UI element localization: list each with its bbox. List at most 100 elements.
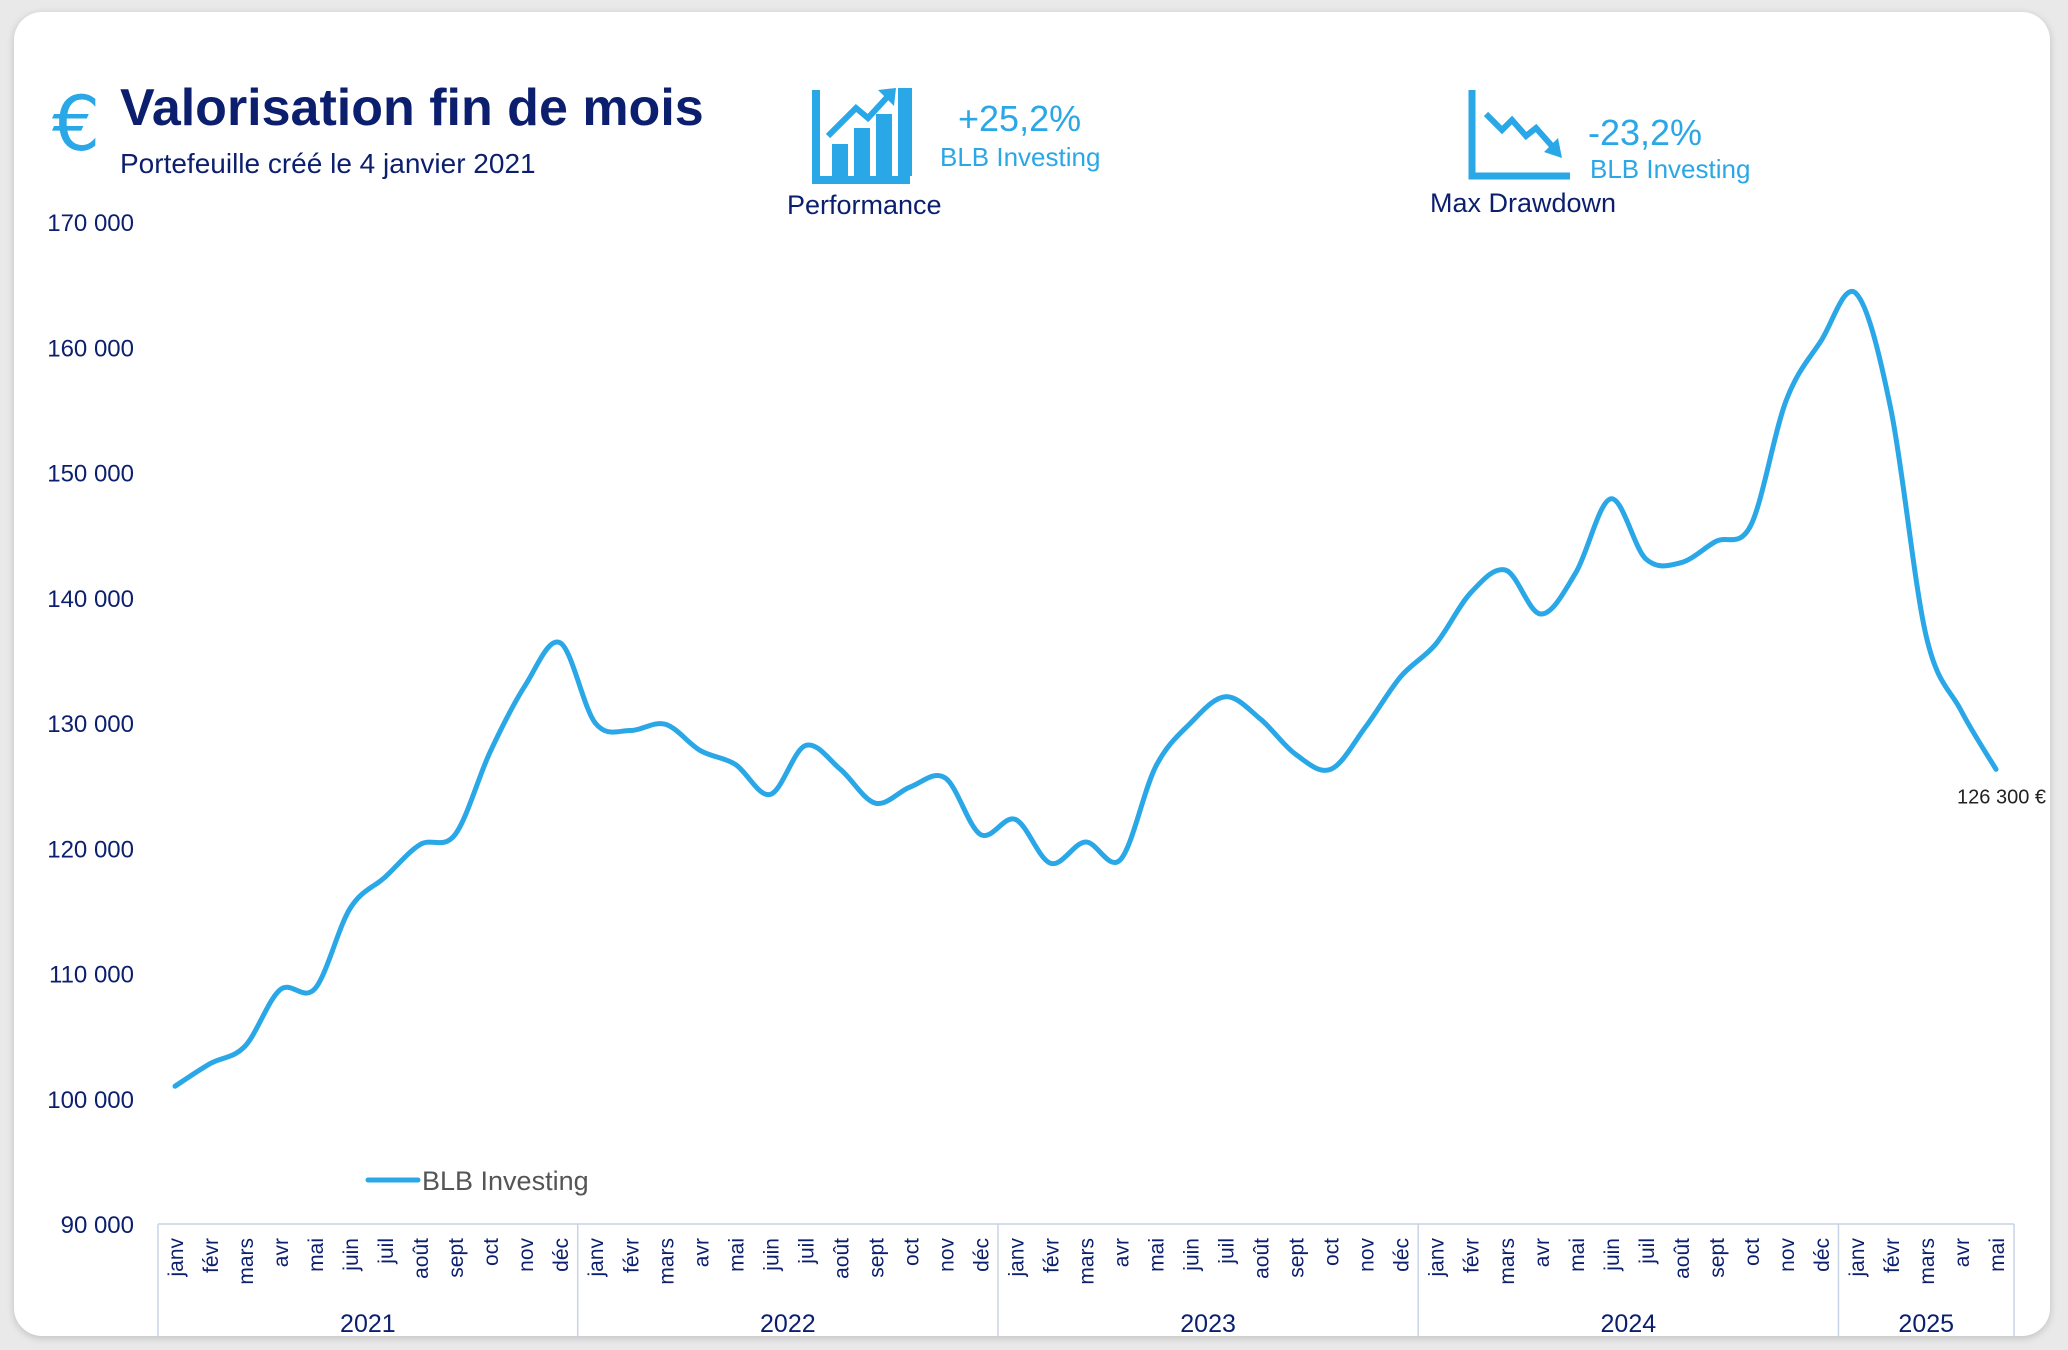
data-point [243,1044,248,1049]
x-tick-label: janv [1426,1238,1449,1278]
drawdown-value: -23,2% [1588,112,1703,153]
x-tick-label: mai [725,1238,748,1272]
year-label: 2021 [340,1310,396,1338]
data-point [1538,612,1543,617]
data-point [383,875,388,880]
y-tick-label: 90 000 [61,1212,134,1239]
data-point [208,1061,213,1066]
data-point [1433,642,1438,647]
last-value-label: 126 300 € [1957,786,2046,808]
data-point [1223,694,1228,699]
year-label: 2025 [1898,1310,1954,1338]
x-tick-label: août [830,1238,853,1279]
data-point [1293,752,1298,757]
data-point [1678,560,1683,565]
y-tick-label: 160 000 [47,335,134,362]
data-point [803,743,808,748]
x-tick-label: mai [1146,1238,1169,1272]
x-tick-label: juil [1216,1238,1239,1265]
y-tick-label: 100 000 [47,1087,134,1114]
data-point [1188,721,1193,726]
x-tick-label: sept [445,1238,468,1278]
x-tick-label: avr [1951,1238,1974,1267]
x-tick-label: déc [1391,1238,1414,1272]
x-tick-label: mars [1076,1238,1099,1285]
x-tick-label: sept [1706,1238,1729,1278]
bar-chart-up-icon [812,88,912,184]
data-point [1643,556,1648,561]
x-tick-label: avr [1111,1238,1134,1267]
x-tick-label: juil [375,1238,398,1265]
data-point [908,784,913,789]
data-point [1153,764,1158,769]
x-tick-label: nov [1776,1238,1799,1272]
data-point [1818,338,1823,343]
data-point [663,722,668,727]
data-point [873,801,878,806]
y-tick-label: 130 000 [47,711,134,738]
year-label: 2022 [760,1310,816,1338]
data-point [1853,291,1858,296]
x-tick-label: mars [235,1238,258,1285]
data-point [768,792,773,797]
x-tick-label: août [410,1238,433,1279]
data-point [733,762,738,767]
x-tick-label: nov [935,1238,958,1272]
trend-down-icon [1468,90,1570,180]
x-tick-label: mars [655,1238,678,1285]
data-point [1959,708,1964,713]
x-tick-label: oct [480,1238,503,1266]
x-tick-label: déc [1811,1238,1834,1272]
x-tick-label: oct [1741,1238,1764,1266]
data-point [278,987,283,992]
x-tick-label: mars [1496,1238,1519,1285]
x-tick-label: août [1671,1238,1694,1279]
data-point [558,640,563,645]
x-tick-label: juil [795,1238,818,1265]
x-tick-label: nov [1356,1238,1379,1272]
x-tick-label: janv [585,1238,608,1278]
data-point [523,683,528,688]
data-point [418,842,423,847]
performance-source: BLB Investing [940,142,1101,172]
data-point [1748,523,1753,528]
x-tick-label: sept [1286,1238,1309,1278]
x-tick-label: févr [620,1238,643,1273]
x-tick-label: août [1251,1238,1274,1279]
x-tick-label: janv [1005,1238,1028,1278]
euro-icon: € [52,79,101,168]
data-point [698,748,703,753]
x-tick-label: juin [1181,1238,1204,1272]
y-tick-label: 140 000 [47,586,134,613]
drawdown-label: Max Drawdown [1430,188,1617,218]
data-point [1468,590,1473,595]
year-label: 2023 [1180,1310,1236,1338]
year-label: 2024 [1601,1310,1657,1338]
x-tick-label: févr [1041,1238,1064,1273]
series-line-blb-investing [172,288,1999,1089]
data-point [1398,674,1403,679]
x-tick-label: avr [270,1238,293,1267]
data-point [1118,857,1123,862]
x-tick-label: févr [1881,1238,1904,1273]
drawdown-source: BLB Investing [1590,154,1751,184]
x-tick-label: janv [165,1238,188,1278]
x-tick-label: avr [1531,1238,1554,1267]
data-point [1363,724,1368,729]
chart-card [14,12,2050,1336]
data-point [1083,839,1088,844]
data-point [943,776,948,781]
data-point [173,1084,178,1089]
y-tick-label: 150 000 [47,461,134,488]
performance-label: Performance [787,190,942,220]
data-point [1924,633,1929,638]
data-point [1713,539,1718,544]
x-tick-label: mai [1566,1238,1589,1272]
data-point [593,721,598,726]
performance-value: +25,2% [958,98,1082,139]
x-tick-label: juin [340,1238,363,1272]
data-point [313,986,318,991]
y-tick-label: 170 000 [47,210,134,237]
data-point [1048,861,1053,866]
